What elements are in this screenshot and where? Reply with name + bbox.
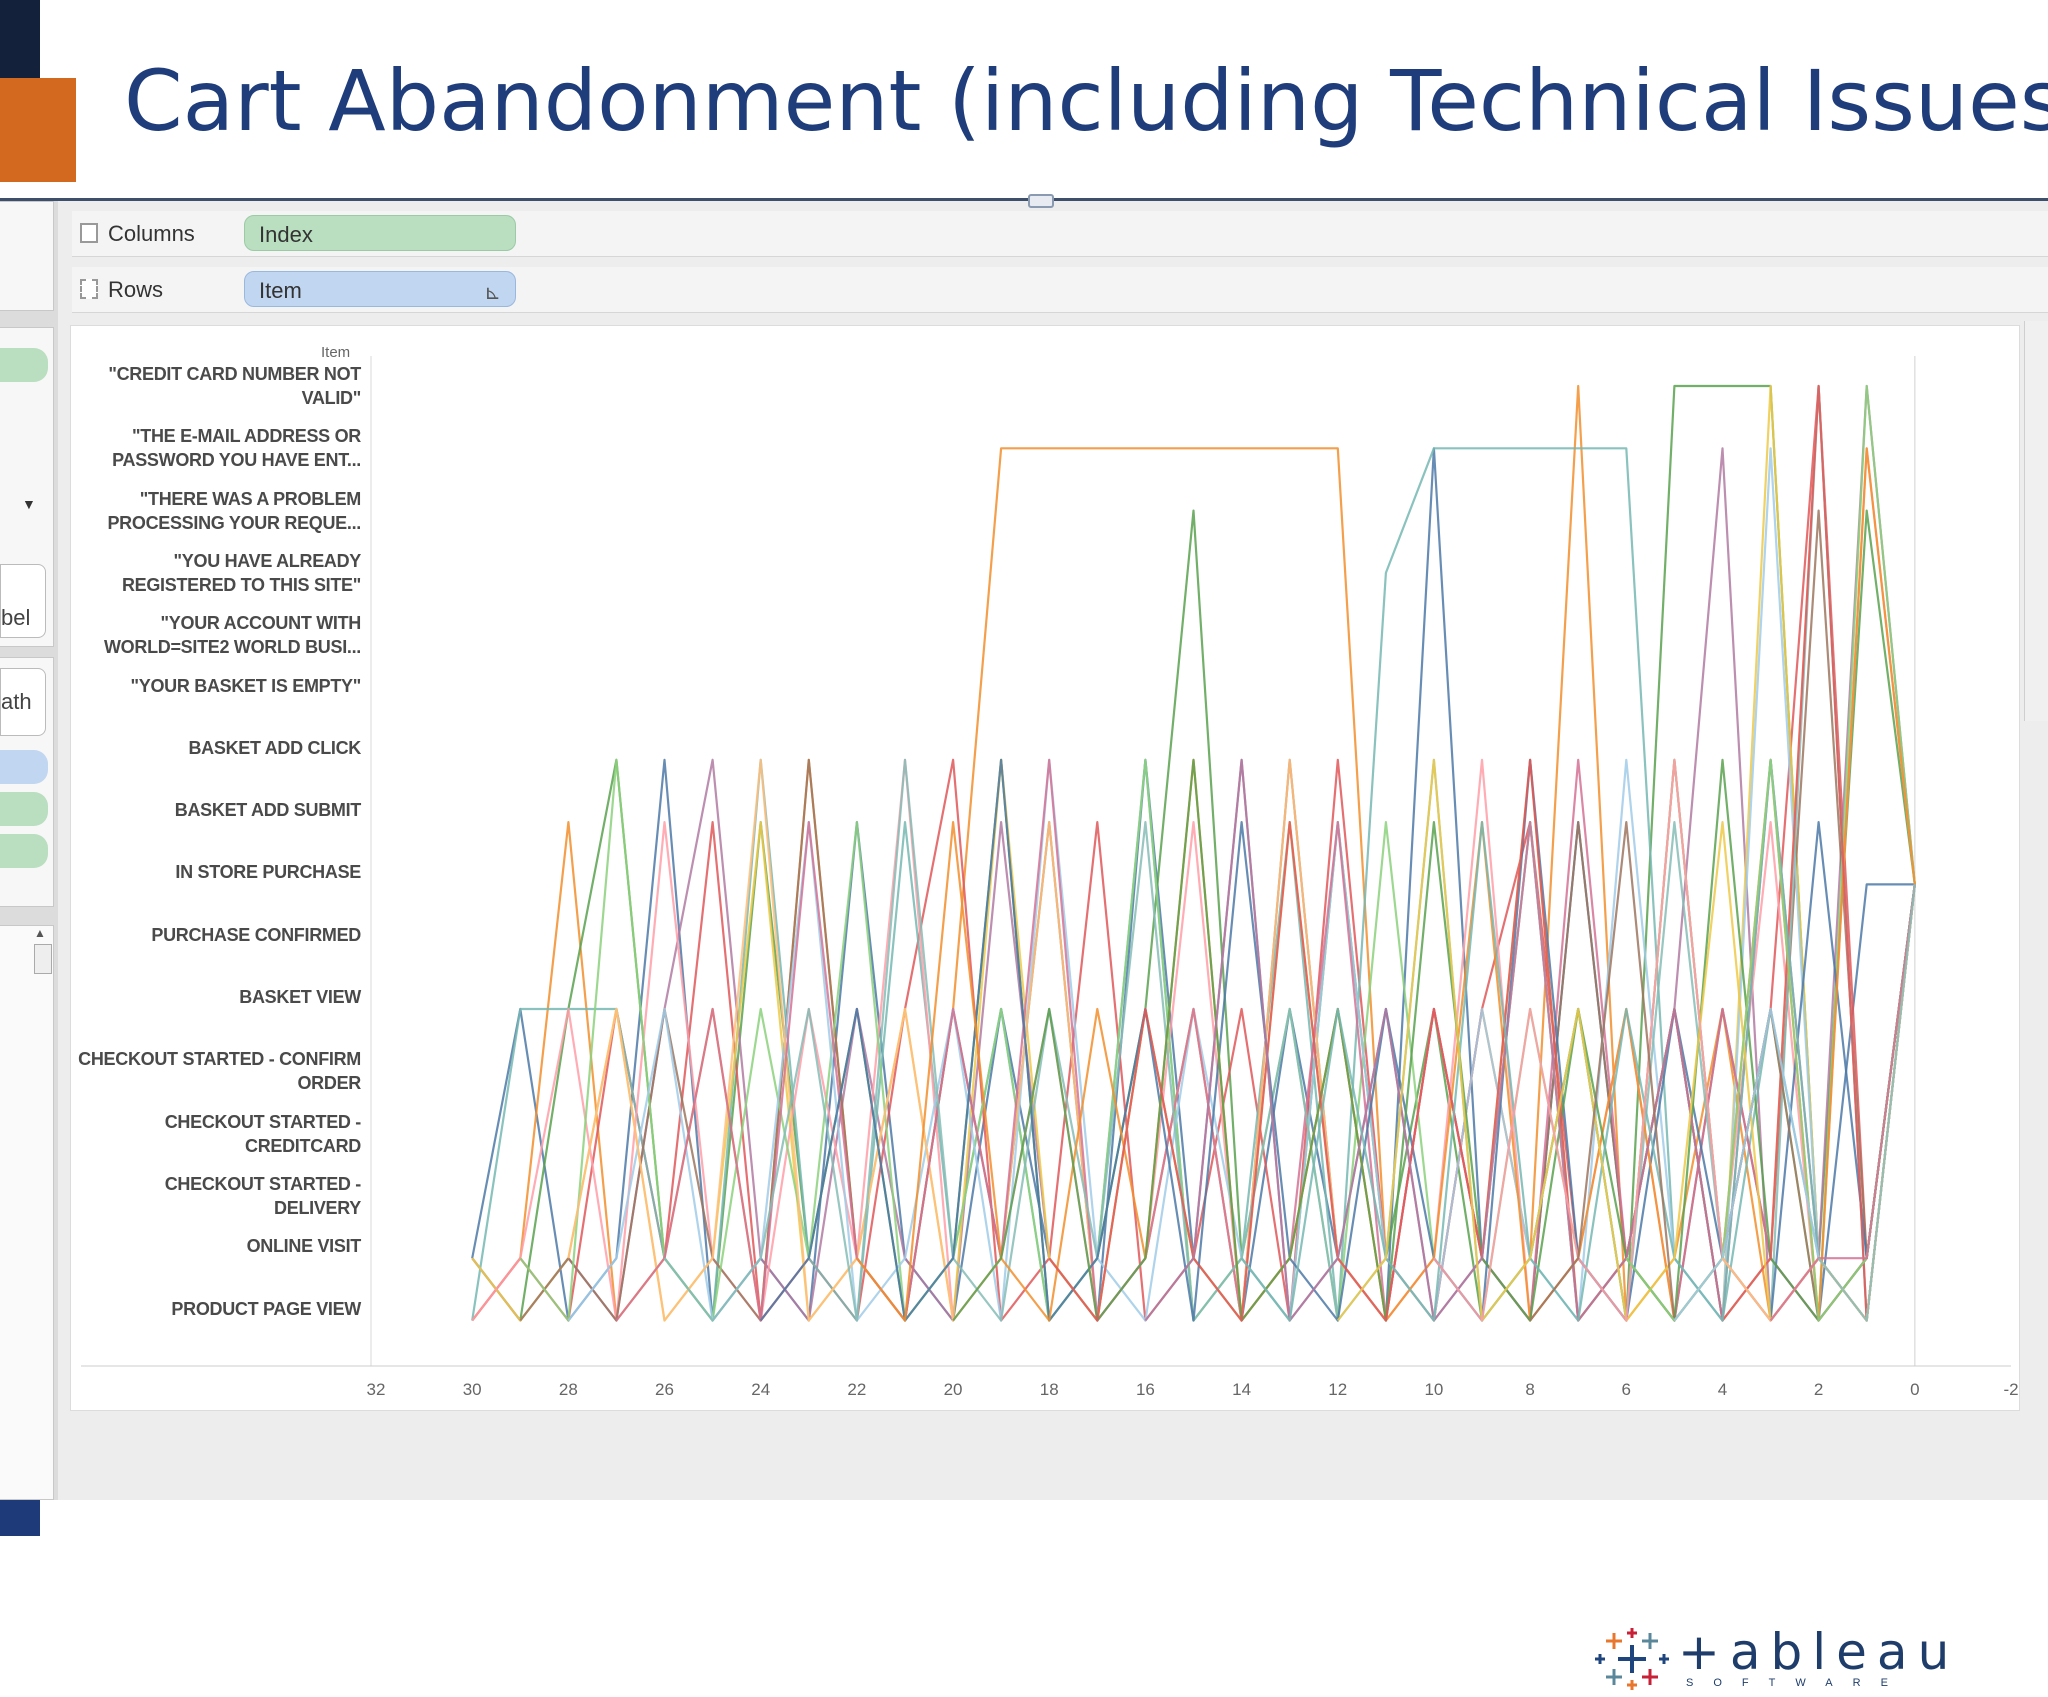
series-line [471, 384, 1916, 1322]
x-tick-label: 0 [1910, 1380, 1920, 1399]
row-label: IN STORE PURCHASE [175, 862, 361, 883]
logo-cross [1595, 1654, 1605, 1664]
dropdown-arrow-icon[interactable]: ▼ [22, 496, 36, 512]
tableau-logo: +ableau SOFTWARE [1586, 1619, 1964, 1697]
row-label: BASKET ADD CLICK [188, 737, 361, 758]
tableau-logo-mark-icon [1595, 1628, 1669, 1690]
legend-scrollbar[interactable] [34, 944, 52, 974]
rows-pill-text: Item [259, 278, 302, 303]
columns-icon [80, 223, 98, 243]
x-tick-label: 28 [558, 1380, 578, 1399]
data-pane: ▼ bel ath ▲ [0, 201, 58, 1500]
marks-pill-green-2[interactable] [0, 792, 48, 826]
x-tick-label: 12 [1328, 1380, 1348, 1399]
row-label: CHECKOUT STARTED - DELIVERY [164, 1173, 362, 1218]
line-chart [81, 356, 2011, 1367]
series-line [1769, 884, 1916, 1322]
x-tick-label: 14 [1232, 1380, 1252, 1399]
row-label: "THERE WAS A PROBLEM PROCESSING YOUR REQ… [107, 488, 361, 533]
logo-cross [1627, 1680, 1637, 1690]
row-label: "YOUR ACCOUNT WITH WORLD=SITE2 WORLD BUS… [103, 613, 361, 658]
series-line [759, 758, 1916, 1322]
marks-pill-green-3[interactable] [0, 834, 48, 868]
x-tick-label: 22 [847, 1380, 867, 1399]
logo-cross [1618, 1645, 1646, 1673]
series-line [1817, 884, 1916, 1322]
row-label: BASKET ADD SUBMIT [174, 800, 362, 821]
row-label: PRODUCT PAGE VIEW [171, 1298, 361, 1319]
rows-pill[interactable]: Item ⊾ [244, 271, 516, 307]
tableau-logo-word: +ableau [1678, 1623, 1960, 1681]
path-button-text: ath [1, 689, 32, 714]
divider-handle [1028, 194, 1054, 208]
path-card: ath [0, 657, 54, 907]
row-label: CHECKOUT STARTED - CREDITCARD [164, 1111, 362, 1156]
x-tick-label: 16 [1135, 1380, 1155, 1399]
slide-title: Cart Abandonment (including Technical Is… [124, 52, 2048, 150]
rows-shelf[interactable]: Rows Item ⊾ [72, 267, 2048, 313]
series-line [1144, 758, 1916, 1322]
marks-pill-green[interactable] [0, 348, 48, 382]
row-label: PURCHASE CONFIRMED [151, 924, 361, 945]
x-tick-label: 32 [366, 1380, 386, 1399]
row-label: "CREDIT CARD NUMBER NOT VALID" [108, 364, 361, 408]
legend-card: ▲ [0, 925, 54, 1500]
x-tick-label: 10 [1424, 1380, 1444, 1399]
series-line [952, 758, 1916, 1322]
row-label: "THE E-MAIL ADDRESS OR PASSWORD YOU HAVE… [112, 426, 361, 471]
series-line [1673, 884, 1916, 1322]
x-tick-label: 18 [1039, 1380, 1059, 1399]
x-tick-label: 6 [1621, 1380, 1632, 1399]
logo-cross [1659, 1654, 1669, 1664]
row-header: Item [321, 344, 351, 361]
series-line [663, 384, 1916, 1322]
rows-label: Rows [108, 277, 164, 302]
series-line [1240, 758, 1916, 1322]
slide-corner-bottom [0, 1500, 40, 1536]
row-label: "YOU HAVE ALREADY REGISTERED TO THIS SIT… [121, 550, 361, 595]
x-tick-label: 2 [1813, 1380, 1824, 1399]
scroll-up-icon[interactable]: ▲ [34, 926, 46, 940]
series-line [519, 509, 1916, 1322]
x-tick-label: 4 [1717, 1380, 1728, 1399]
chart-view: Item "CREDIT CARD NUMBER NOT VALID" "THE … [70, 325, 2020, 1411]
path-button[interactable]: ath [0, 668, 46, 736]
slide-corner-orange [0, 78, 76, 182]
x-tick-label: 26 [655, 1380, 674, 1399]
series-line [519, 384, 1916, 1322]
x-tick-label: 20 [943, 1380, 963, 1399]
logo-cross [1627, 1628, 1637, 1638]
row-label: CHECKOUT STARTED - CONFIRM ORDER [78, 1049, 361, 1094]
tableau-logo-sub: SOFTWARE [1686, 1677, 1908, 1689]
marks-pill-blue[interactable] [0, 750, 48, 784]
columns-shelf[interactable]: Columns Index [72, 211, 2048, 257]
shelves: Columns Index Rows Item ⊾ [72, 211, 2048, 313]
row-label: ONLINE VISIT [246, 1236, 362, 1257]
left-card-top [0, 201, 54, 311]
right-side-panel [2024, 321, 2048, 721]
columns-pill[interactable]: Index [244, 215, 516, 251]
x-tick-label: 30 [462, 1380, 482, 1399]
sort-icon[interactable]: ⊾ [484, 282, 501, 304]
logo-cross [1606, 1669, 1622, 1685]
x-tick-label: -2 [2003, 1380, 2019, 1399]
tableau-screenshot: ▼ bel ath ▲ Columns Index R [0, 201, 2048, 1697]
label-button[interactable]: bel [0, 564, 46, 638]
logo-cross [1606, 1633, 1622, 1649]
x-tick-label: 24 [751, 1380, 771, 1399]
title-divider [0, 198, 2048, 201]
row-label: BASKET VIEW [239, 987, 361, 1007]
label-button-text: bel [1, 605, 31, 630]
row-label: "YOUR BASKET IS EMPTY" [130, 675, 362, 696]
x-tick-label: 8 [1525, 1380, 1535, 1399]
columns-label: Columns [108, 221, 195, 246]
logo-cross [1642, 1669, 1658, 1685]
logo-cross [1642, 1633, 1658, 1649]
columns-pill-text: Index [259, 222, 313, 247]
rows-icon [80, 279, 98, 299]
marks-card: ▼ bel [0, 327, 54, 647]
